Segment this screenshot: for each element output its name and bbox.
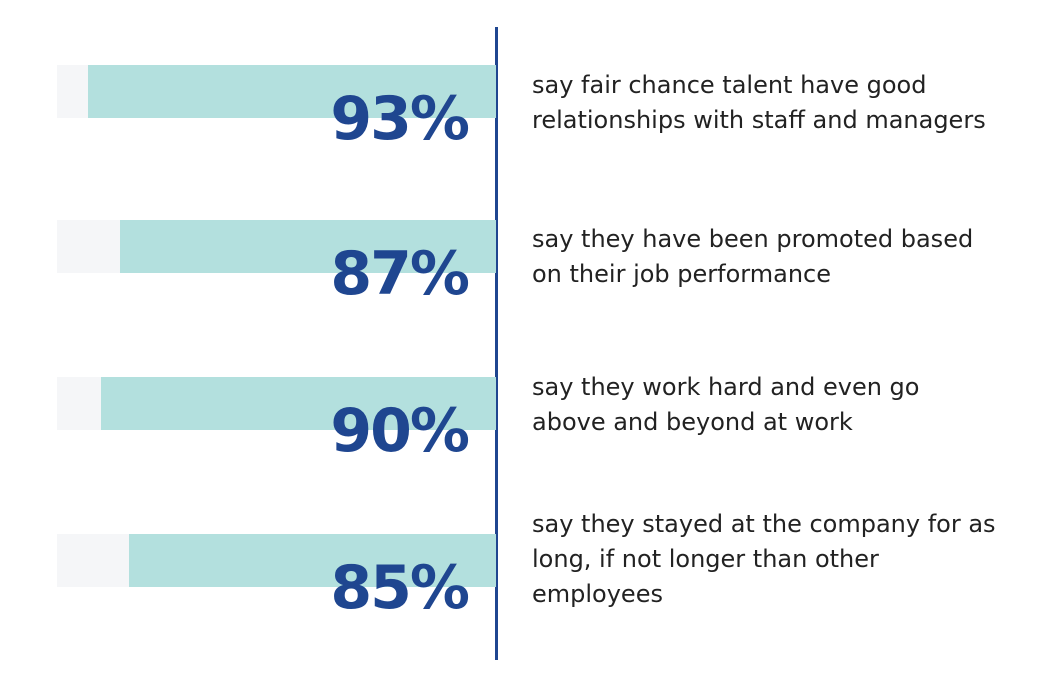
bar	[128, 534, 496, 587]
bar	[87, 65, 496, 118]
description-text: say they stayed at the company for as lo…	[532, 510, 996, 608]
value-label: 90%	[330, 396, 470, 466]
description-text: say they have been promoted based on the…	[532, 225, 974, 288]
value-label: 87%	[330, 239, 470, 309]
bar	[120, 220, 496, 273]
vertical-axis-line	[495, 27, 498, 660]
bar	[100, 377, 496, 430]
description-text: say fair chance talent have good relatio…	[532, 71, 986, 134]
description-text: say they work hard and even go above and…	[532, 373, 920, 436]
value-label: 85%	[330, 553, 470, 623]
value-label: 93%	[330, 84, 470, 154]
